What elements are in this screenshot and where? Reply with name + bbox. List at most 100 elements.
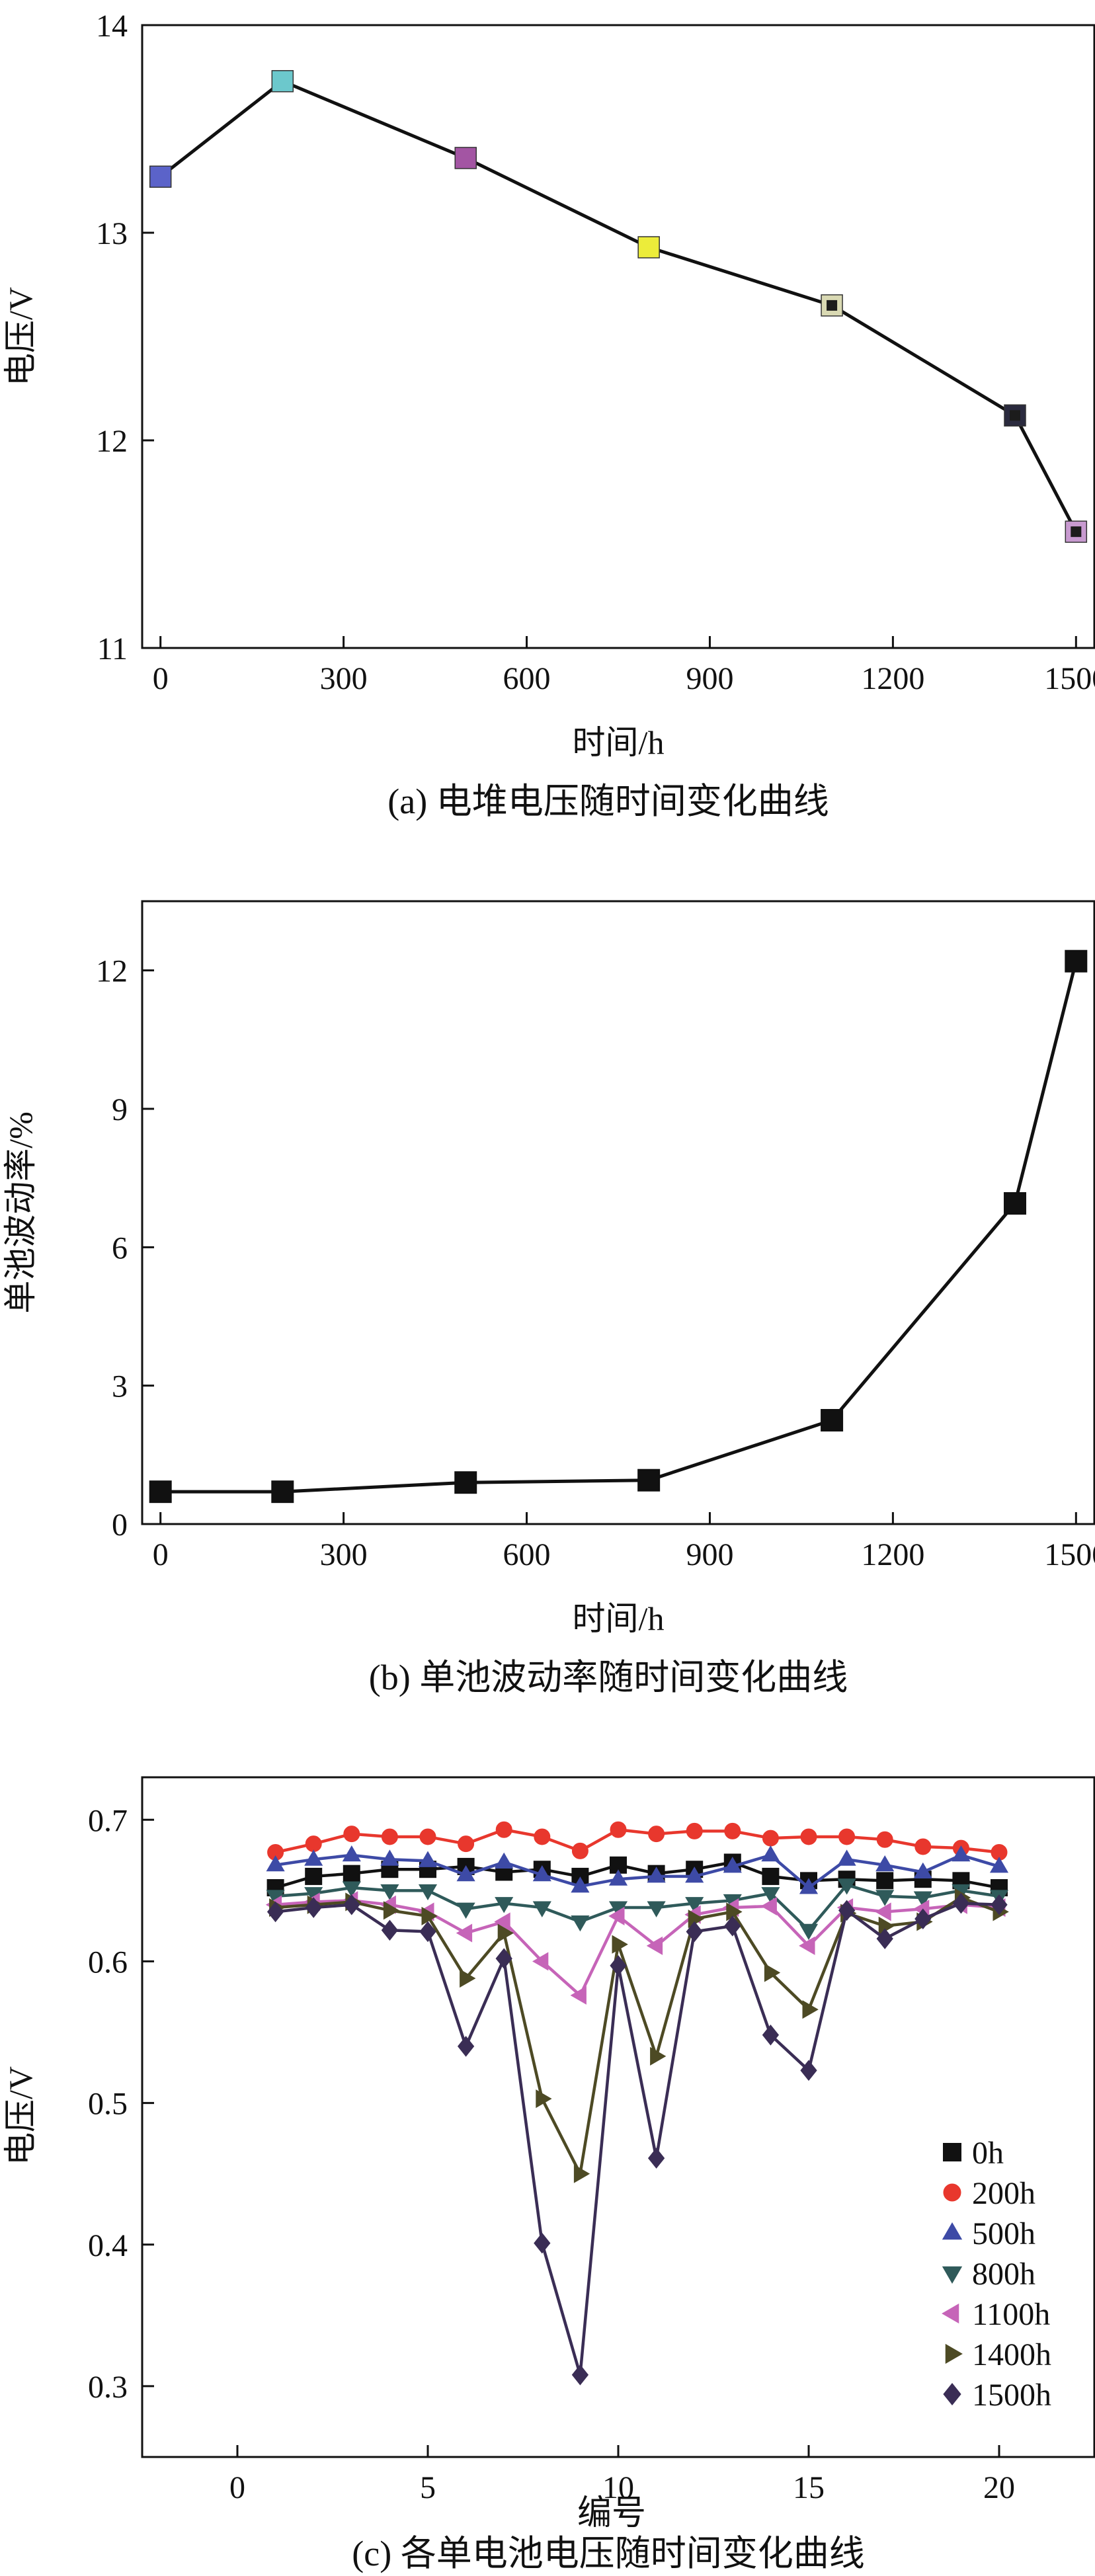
chart-1-xtick-label: 0: [153, 1537, 169, 1572]
chart-c-point-1400h: [612, 1935, 628, 1954]
chart-c-point-1500h: [991, 1894, 1008, 1915]
chart-c-point-1500h: [724, 1915, 741, 1937]
chart-c-point-800h: [913, 1891, 932, 1908]
chart-c-point-0h: [343, 1865, 360, 1882]
chart-c-point-1500h: [647, 2148, 665, 2169]
chart-a-point: [821, 294, 843, 317]
chart-c-point-0h: [305, 1867, 323, 1885]
chart-b-line: [160, 961, 1078, 1494]
chart-c-series-800h: [266, 1878, 1009, 1941]
chart-a-xlabel: 时间/h: [573, 724, 665, 761]
chart-c-series-200h: [267, 1821, 1008, 1861]
chart-c-point-200h: [876, 1831, 893, 1848]
chart-0-xtick-label: 900: [686, 661, 733, 696]
chart-c-point-0h: [762, 1867, 780, 1885]
chart-c-legend-marker-1500h: [943, 2382, 961, 2406]
chart-c-point-1400h: [383, 1901, 400, 1920]
chart-c-point-200h: [458, 1835, 475, 1853]
chart-c-point-500h: [723, 1857, 742, 1873]
chart-c-point-500h: [495, 1852, 514, 1869]
chart-b-point: [1004, 1192, 1026, 1215]
chart-1-xtick-label: 900: [686, 1537, 733, 1572]
chart-0-ytick-label: 12: [96, 424, 128, 459]
chart-c-series: [265, 1821, 1009, 2386]
chart-c-point-1500h: [762, 2024, 780, 2046]
chart-c-point-1100h: [646, 1936, 663, 1955]
chart-a-markers: [149, 70, 1088, 543]
chart-c-legend: 0h 200h 500h 800h 1100h 1400h 1500h: [942, 2136, 1051, 2413]
chart-0-xtick-label: 600: [503, 661, 551, 696]
chart-c-legend-label-1100h: 1100h: [972, 2297, 1050, 2332]
chart-0-xtick-label: 1200: [861, 661, 924, 696]
chart-c-point-200h: [534, 1828, 551, 1845]
chart-b-xlabel: 时间/h: [573, 1600, 665, 1637]
chart-c-xlabel: 编号: [577, 2495, 646, 2532]
chart-b-markers: [149, 949, 1088, 1504]
chart-1-ytick-label: 6: [112, 1230, 128, 1266]
chart-c-point-800h: [342, 1881, 361, 1898]
chart-c-point-500h: [647, 1867, 666, 1883]
chart-c-point-200h: [381, 1828, 398, 1845]
chart-2-ytick-label: 0.6: [88, 1945, 128, 1980]
chart-c-point-1400h: [764, 1963, 781, 1982]
chart-a-point-core: [1071, 526, 1082, 538]
chart-c-point-800h: [380, 1884, 399, 1901]
chart-c-point-1400h: [421, 1906, 438, 1925]
chart-b-ylabel: 单池波动率/%: [2, 1111, 39, 1314]
chart-c-point-200h: [724, 1822, 741, 1839]
chart-a-point: [271, 70, 294, 93]
chart-a-point: [637, 236, 660, 259]
chart-c-legend-label-1500h: 1500h: [972, 2378, 1051, 2413]
chart-1-ytick-label: 3: [112, 1369, 128, 1404]
chart-c-point-1400h: [497, 1923, 514, 1943]
chart-c-point-1500h: [534, 2232, 551, 2254]
chart-c-point-200h: [419, 1828, 436, 1845]
chart-c-point-1500h: [266, 1901, 284, 1923]
chart-c-point-500h: [989, 1857, 1009, 1873]
chart-c: 0 5 10 15 20 0.3 0.4 0.5 0.6 0.7 0h 200h 500h 800h 11…: [2, 1776, 1095, 2573]
chart-b-point: [454, 1471, 477, 1494]
chart-c-ticks: 0 5 10 15 20 0.3 0.4 0.5 0.6 0.7: [88, 1803, 1015, 2505]
chart-c-point-200h: [800, 1828, 817, 1845]
chart-b-point: [271, 1480, 294, 1504]
chart-c-point-1500h: [914, 1908, 932, 1929]
chart-c-point-1400h: [726, 1902, 743, 1921]
chart-a-point: [454, 147, 477, 169]
chart-2-xtick-label: 20: [983, 2470, 1015, 2505]
chart-2-xtick-label: 15: [793, 2470, 825, 2505]
chart-2-ytick-label: 0.5: [88, 2087, 128, 2122]
chart-b-frame: [141, 900, 1095, 1525]
chart-b-point: [637, 1469, 661, 1492]
chart-c-point-1400h: [536, 2089, 552, 2109]
chart-c-legend-marker-1400h: [945, 2343, 963, 2364]
chart-c-point-200h: [648, 1826, 665, 1843]
chart-2-ytick-label: 0.7: [88, 1803, 128, 1838]
chart-c-point-200h: [914, 1838, 932, 1855]
chart-c-point-200h: [610, 1821, 627, 1838]
chart-c-point-800h: [799, 1923, 819, 1941]
chart-c-point-500h: [266, 1855, 285, 1872]
chart-c-point-500h: [685, 1867, 704, 1883]
chart-c-point-1400h: [802, 2000, 819, 2019]
chart-c-point-1500h: [610, 1955, 627, 1976]
chart-c-point-200h: [762, 1830, 779, 1847]
chart-c-point-1100h: [799, 1936, 815, 1955]
chart-c-point-800h: [571, 1915, 590, 1932]
chart-2-xtick-label: 0: [229, 2470, 245, 2505]
chart-c-ylabel: 电压/V: [2, 2066, 39, 2165]
chart-a-frame: [141, 24, 1095, 649]
chart-a-point-core: [827, 300, 838, 311]
chart-c-point-1100h: [760, 1896, 777, 1915]
chart-2-xtick-label: 5: [420, 2470, 436, 2505]
chart-2-ytick-label: 0.3: [88, 2370, 128, 2405]
chart-1-ytick-label: 9: [112, 1092, 128, 1127]
chart-c-point-500h: [875, 1855, 895, 1872]
chart-c-point-500h: [837, 1849, 856, 1866]
chart-c-point-1500h: [381, 1919, 399, 1941]
chart-c-point-200h: [838, 1828, 856, 1845]
chart-c-point-500h: [380, 1849, 399, 1866]
chart-c-point-200h: [305, 1835, 322, 1853]
chart-0-ytick-label: 11: [97, 631, 128, 666]
chart-a: 0 300 600 900 1200 1500 11 12 13 14 时间/h 电压/V (a)…: [2, 9, 1095, 821]
chart-c-legend-marker-200h: [943, 2183, 961, 2202]
